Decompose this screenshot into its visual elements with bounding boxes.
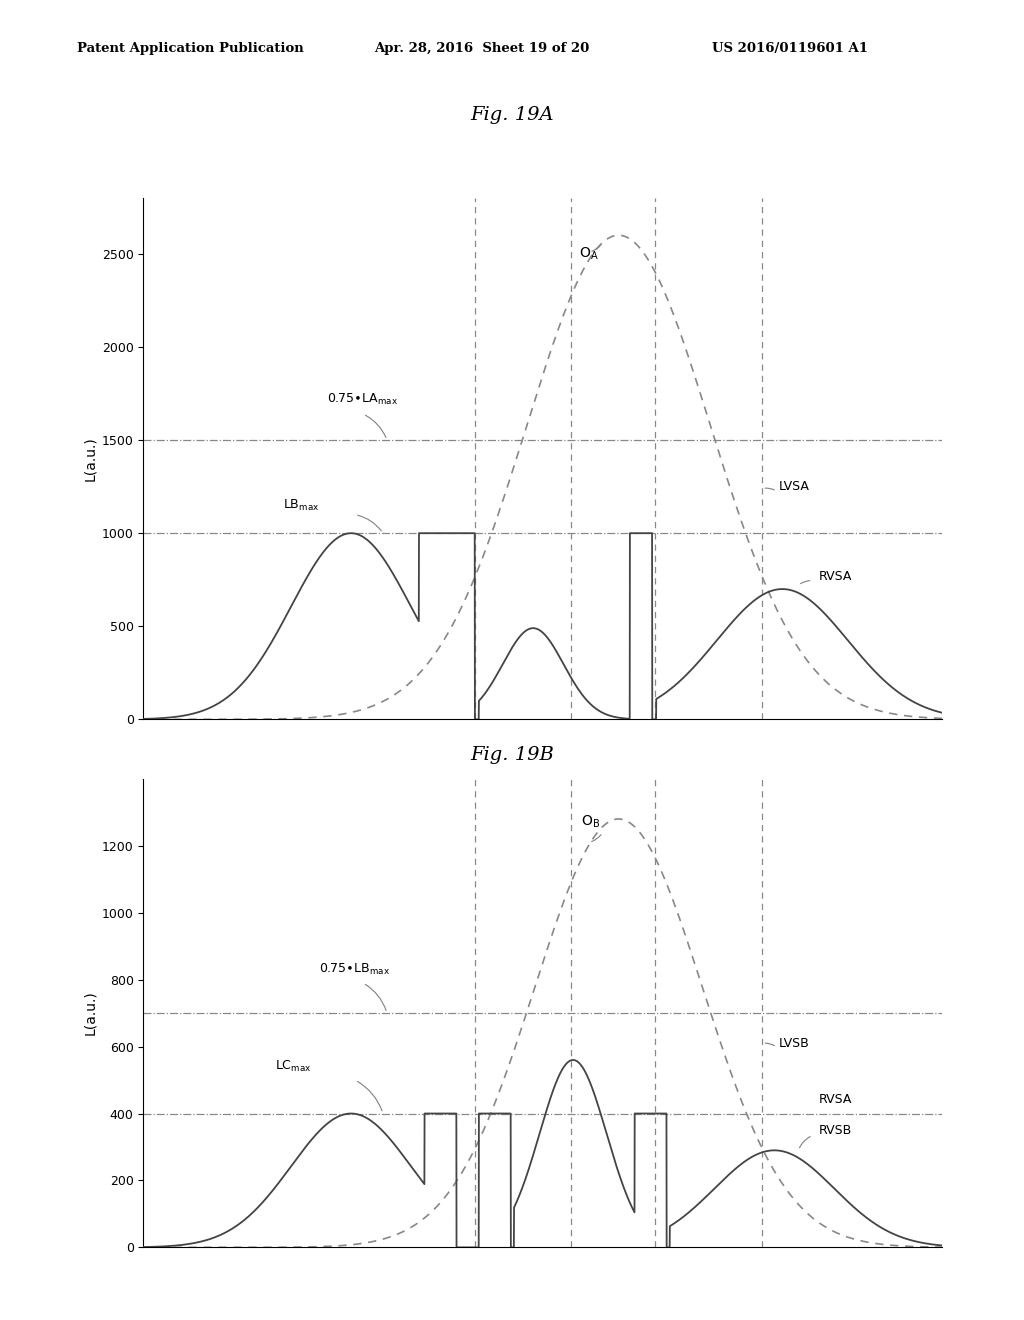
Text: LVSA: LVSA	[778, 480, 809, 494]
Text: LB$_{\mathregular{max}}$: LB$_{\mathregular{max}}$	[283, 498, 319, 513]
Text: RVSA: RVSA	[818, 1093, 852, 1106]
Text: 0.75$\bullet$LB$_{\mathregular{max}}$: 0.75$\bullet$LB$_{\mathregular{max}}$	[319, 962, 390, 977]
Text: Fig. 19A: Fig. 19A	[470, 106, 554, 124]
Text: US 2016/0119601 A1: US 2016/0119601 A1	[712, 42, 867, 55]
Text: Apr. 28, 2016  Sheet 19 of 20: Apr. 28, 2016 Sheet 19 of 20	[374, 42, 589, 55]
Text: LVSB: LVSB	[778, 1036, 809, 1049]
Text: O$_{\mathregular{A}}$: O$_{\mathregular{A}}$	[579, 246, 598, 261]
Y-axis label: L(a.u.): L(a.u.)	[84, 991, 97, 1035]
Y-axis label: L(a.u.): L(a.u.)	[84, 437, 97, 480]
Text: 0.75$\bullet$LA$_{\mathregular{max}}$: 0.75$\bullet$LA$_{\mathregular{max}}$	[327, 392, 398, 407]
Text: Patent Application Publication: Patent Application Publication	[77, 42, 303, 55]
Text: RVSB: RVSB	[818, 1123, 852, 1137]
Text: RVSA: RVSA	[818, 570, 852, 582]
Text: LC$_{\mathregular{max}}$: LC$_{\mathregular{max}}$	[275, 1059, 311, 1074]
Text: Fig. 19B: Fig. 19B	[470, 746, 554, 764]
Text: O$_{\mathregular{B}}$: O$_{\mathregular{B}}$	[581, 813, 600, 830]
